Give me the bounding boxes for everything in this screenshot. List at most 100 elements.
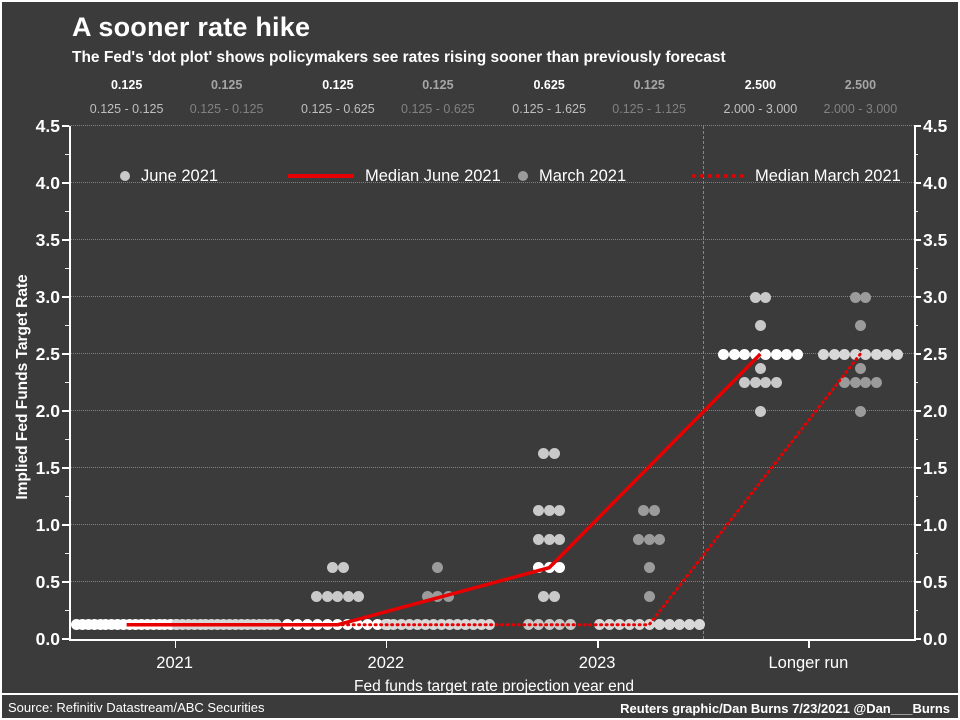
y-tick-label-left: 4.0: [35, 173, 60, 193]
dot: [432, 562, 444, 574]
dot: [603, 619, 615, 631]
dot: [327, 562, 339, 574]
dot: [432, 590, 444, 602]
gridline: [69, 467, 914, 468]
median-annotation: 0.125: [422, 78, 454, 92]
dot: [554, 562, 566, 574]
dot: [663, 619, 675, 631]
median-annotation: 2.500: [744, 78, 777, 92]
dot: [870, 348, 882, 360]
dot: [791, 348, 803, 360]
y-axis-tick-left: [62, 524, 69, 526]
y-axis-minor-tick-right: [914, 381, 918, 383]
dot: [849, 377, 861, 388]
range-annotation: 0.125 - 0.125: [189, 102, 264, 116]
dot: [754, 405, 766, 417]
range-annotation: 0.125 - 0.625: [401, 102, 475, 116]
y-axis-minor-tick-right: [914, 210, 918, 212]
legend-dot-icon: [120, 171, 130, 181]
dot: [548, 590, 560, 602]
dot: [643, 533, 655, 545]
y-axis-tick-left: [62, 182, 69, 184]
y-axis-minor-tick-left: [65, 438, 69, 440]
dot: [70, 619, 82, 631]
dot: [538, 448, 550, 460]
y-axis-tick-right: [914, 239, 921, 241]
credit-text: Reuters graphic/Dan Burns 7/23/2021 @Dan…: [620, 701, 950, 716]
y-tick-label-right: 1.5: [923, 458, 948, 478]
y-tick-label-left: 4.5: [35, 116, 60, 136]
x-tick-label: 2022: [367, 654, 405, 672]
y-axis-tick-right: [914, 125, 921, 127]
dot: [484, 619, 496, 631]
range-annotation: 0.125 - 1.125: [612, 102, 686, 116]
y-axis-line-left: [69, 126, 71, 639]
dot: [654, 533, 666, 545]
dot: [749, 377, 761, 388]
dot: [770, 377, 782, 388]
y-axis-tick-right: [914, 581, 921, 583]
dot: [860, 377, 872, 388]
dot: [854, 405, 866, 417]
median-annotation: 0.625: [533, 78, 565, 92]
range-annotation: 2.000 - 3.000: [723, 102, 798, 116]
y-tick-label-right: 4.5: [923, 116, 948, 136]
y-tick-label-left: 2.5: [35, 344, 60, 364]
y-axis-minor-tick-left: [65, 153, 69, 155]
y-tick-label-right: 4.0: [923, 173, 948, 193]
dot: [760, 348, 772, 360]
dot: [754, 320, 766, 331]
dot: [76, 619, 88, 631]
gridline: [69, 296, 914, 297]
y-axis-minor-tick-left: [65, 495, 69, 497]
y-axis-minor-tick-left: [65, 381, 69, 383]
dot: [854, 362, 866, 374]
gridline: [69, 239, 914, 240]
gridline: [69, 524, 914, 525]
dot: [88, 619, 100, 631]
y-axis-minor-tick-right: [914, 552, 918, 554]
dot: [623, 619, 635, 631]
dot: [849, 348, 861, 360]
legend-label: March 2021: [539, 166, 627, 185]
dot: [760, 377, 772, 388]
dot: [770, 348, 782, 360]
y-axis-tick-left: [62, 125, 69, 127]
x-axis-tick: [597, 641, 599, 648]
y-axis-minor-tick-left: [65, 609, 69, 611]
legend-item: June 2021: [120, 165, 218, 187]
y-axis-tick-right: [914, 353, 921, 355]
legend-label: Median June 2021: [365, 166, 501, 185]
chart-title: A sooner rate hike: [72, 12, 311, 42]
dot: [564, 619, 576, 631]
y-tick-label-left: 2.0: [35, 401, 60, 421]
y-tick-label-right: 2.5: [923, 344, 948, 364]
y-tick-label-left: 3.0: [35, 287, 60, 307]
y-tick-label-right: 2.0: [923, 401, 948, 421]
x-tick-label: Longer run: [768, 654, 849, 672]
dot: [728, 348, 740, 360]
y-axis-tick-right: [914, 467, 921, 469]
dot: [854, 320, 866, 331]
gridline: [69, 125, 914, 126]
dot: [112, 619, 124, 631]
dot: [718, 348, 730, 360]
dot: [633, 619, 645, 631]
dot: [548, 448, 560, 460]
footer-divider: [2, 693, 958, 695]
y-axis-tick-left: [62, 353, 69, 355]
y-axis-minor-tick-right: [914, 609, 918, 611]
dot: [543, 562, 555, 574]
dot: [543, 505, 555, 517]
legend-item: Median June 2021: [288, 165, 501, 187]
range-annotation: 2.000 - 3.000: [823, 102, 898, 116]
dot: [638, 505, 650, 517]
dot: [100, 619, 112, 631]
y-axis-minor-tick-left: [65, 210, 69, 212]
dot: [891, 348, 903, 360]
dot: [839, 348, 851, 360]
category-separator: [702, 126, 704, 639]
y-axis-line-right: [914, 126, 916, 639]
y-axis-tick-left: [62, 296, 69, 298]
y-tick-label-left: 1.0: [35, 515, 60, 535]
